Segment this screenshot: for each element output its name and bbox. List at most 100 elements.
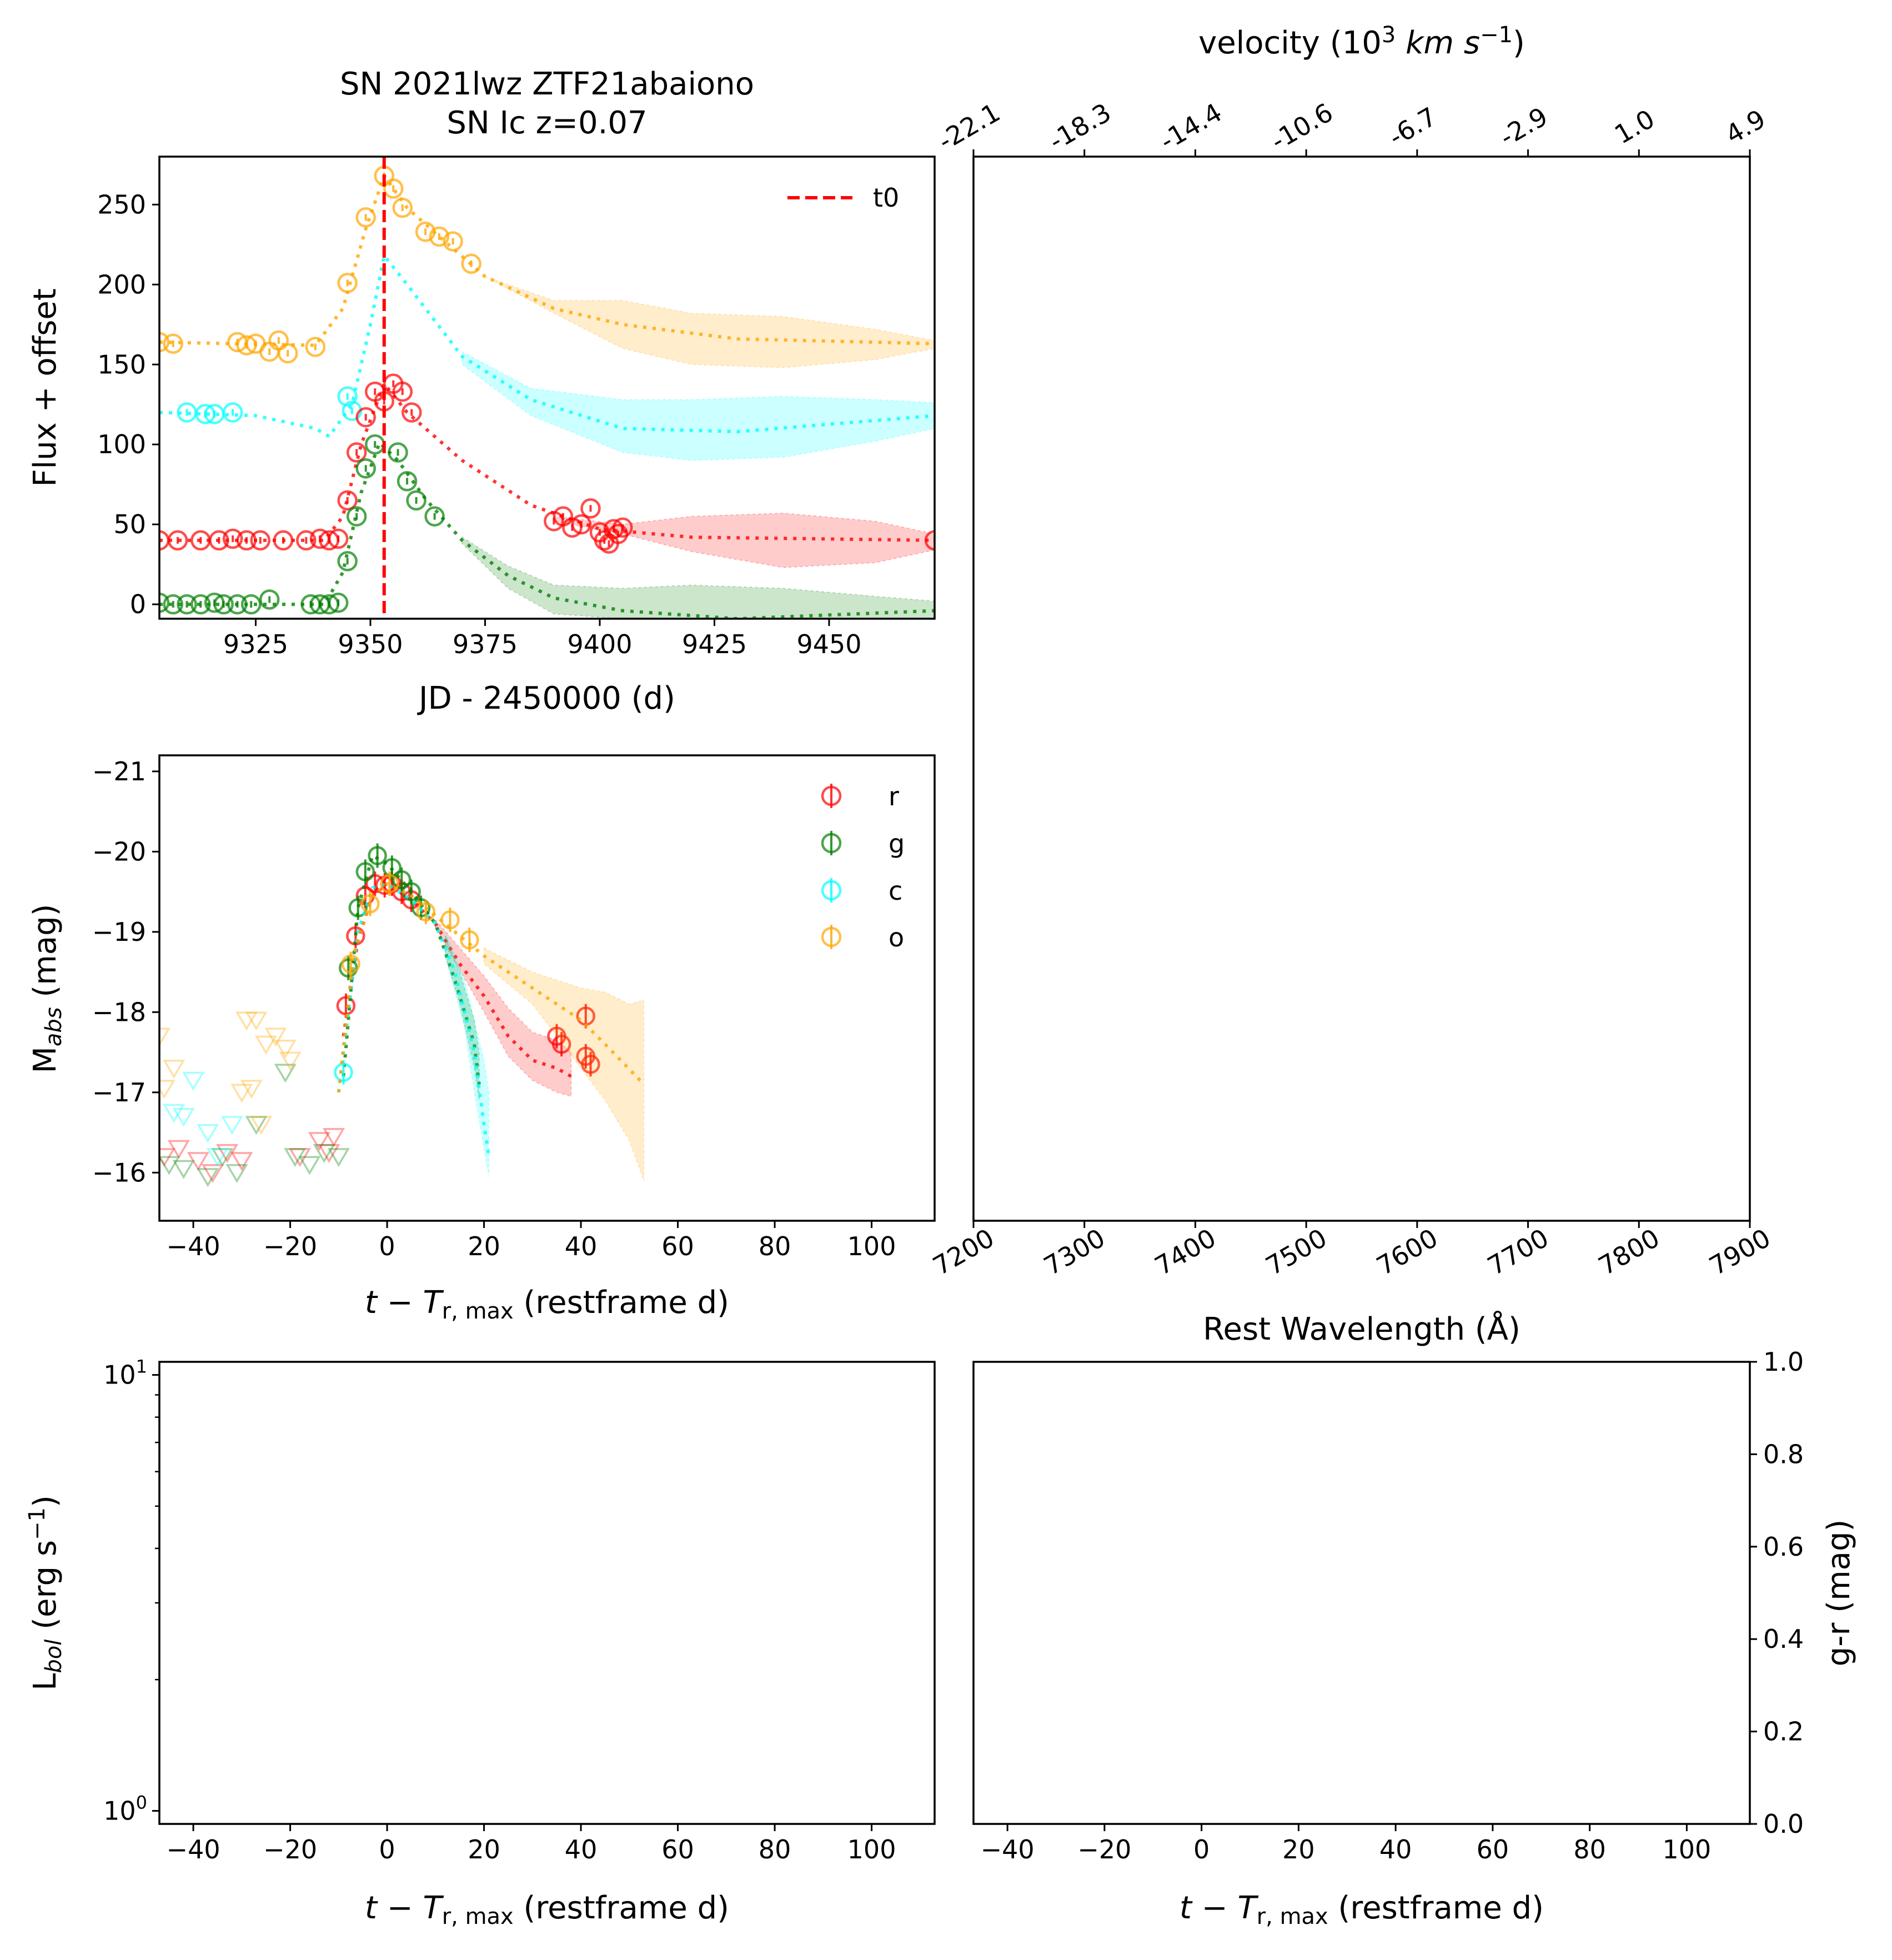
- velocity-tick-label: -22.1: [933, 97, 1005, 156]
- bolometric-xlabel: t − Tr, max (restframe d): [365, 1890, 729, 1929]
- spectrum-x-tick-label: 7400: [1150, 1222, 1221, 1281]
- absmag-point-g: [392, 870, 411, 890]
- label-part: r, max: [1257, 1904, 1328, 1929]
- bolometric-x-tick-label: 0: [379, 1834, 395, 1864]
- lightcurve-x-tick-label: 9425: [682, 629, 747, 659]
- upper-limit-triangle: [274, 1040, 297, 1059]
- lightcurve-point-g: [177, 594, 197, 615]
- velocity-label: velocity (103 km s−1): [1198, 22, 1525, 61]
- lightcurve-band-g: [461, 536, 935, 619]
- lightcurve-title-line1: SN 2021lwz ZTF21abaiono: [340, 66, 754, 102]
- label-part: (restframe d): [1328, 1890, 1544, 1926]
- color-x-tick-label: 100: [1663, 1834, 1712, 1864]
- lightcurve-x-tick-label: 9400: [567, 629, 632, 659]
- lightcurve-point-r: [236, 530, 257, 551]
- label-part: ): [27, 1495, 63, 1507]
- lightcurve-band-r: [553, 512, 935, 568]
- velocity-tick-label: -10.6: [1266, 97, 1338, 156]
- absmag-point-o: [341, 954, 360, 974]
- lightcurve-point-r: [222, 528, 243, 549]
- label-part: bol: [41, 1640, 67, 1673]
- absmag-model-c: [337, 881, 491, 1157]
- lightcurve-x-tick-label: 9350: [338, 629, 403, 659]
- absmag-xlabel: t − Tr, max (restframe d): [365, 1285, 729, 1324]
- lightcurve-point-c: [337, 386, 358, 407]
- upper-limit-triangle: [172, 1107, 195, 1127]
- upper-limit-triangle: [230, 1084, 253, 1103]
- lightcurve-point-r: [613, 517, 633, 538]
- upper-limit-triangle: [206, 1148, 229, 1167]
- upper-limit-triangle: [264, 1027, 287, 1047]
- upper-limit-triangle: [220, 1116, 243, 1135]
- bolometric-x-tick-label: 20: [468, 1834, 500, 1864]
- lightcurve-point-r: [209, 530, 229, 551]
- lightcurve-point-r: [402, 402, 422, 423]
- bolometric-x-tick-label: 100: [847, 1834, 896, 1864]
- label-part: r, max: [442, 1299, 514, 1324]
- color-x-tick-label: −20: [1077, 1834, 1131, 1864]
- lightcurve-point-g: [227, 594, 248, 615]
- lightcurve-point-g: [328, 592, 349, 613]
- absmag-band-o: [483, 947, 645, 1181]
- upper-limit-triangle: [313, 1144, 335, 1163]
- label-part: abs: [41, 1007, 67, 1046]
- upper-limit-triangle: [318, 1144, 340, 1163]
- lightcurve-point-r: [924, 530, 935, 551]
- lightcurve-point-r: [167, 530, 188, 551]
- bolometric-y-tick-label: 101: [103, 1356, 147, 1390]
- upper-limit-triangle: [274, 1064, 297, 1083]
- lightcurve-point-r: [571, 514, 592, 535]
- color-y-tick-label: 0.8: [1763, 1439, 1804, 1469]
- color-x-tick-label: 0: [1193, 1834, 1210, 1864]
- label-part: M: [27, 1046, 63, 1073]
- label-part: (erg s: [27, 1540, 63, 1640]
- lightcurve-point-r: [337, 490, 358, 511]
- lightcurve-point-c: [222, 402, 243, 423]
- lightcurve-point-r: [346, 442, 367, 463]
- absmag-x-tick-label: 60: [661, 1231, 694, 1261]
- lightcurve-point-o: [305, 337, 326, 357]
- upper-limit-triangle: [298, 1156, 321, 1175]
- upper-limit-triangle: [163, 1060, 185, 1079]
- lightcurve-xlabel: JD - 2450000 (d): [417, 680, 675, 716]
- absmag-y-tick-label: −20: [92, 836, 146, 866]
- bolometric-frame: [158, 1361, 936, 1825]
- absmag-point-o: [460, 930, 479, 950]
- lightcurve-y-tick-label: 0: [130, 589, 146, 619]
- bolometric-x-tick-label: 60: [661, 1834, 694, 1864]
- upper-limit-triangle: [182, 1071, 205, 1091]
- absmag-band-r: [435, 918, 572, 1097]
- lightcurve-band-c: [461, 350, 935, 462]
- label-part: 10: [103, 1360, 136, 1390]
- upper-limit-triangle: [167, 1140, 190, 1159]
- velocity-tick-label: -14.4: [1155, 97, 1227, 156]
- lightcurve-point-g: [159, 592, 170, 613]
- lightcurve-x-tick-label: 9325: [223, 629, 288, 659]
- bolometric-ylabel: Lbol (erg s−1): [24, 1495, 67, 1691]
- lightcurve-y-tick-label: 200: [97, 269, 146, 299]
- absmag-ylabel: Mabs (mag): [27, 904, 67, 1074]
- spectrum-x-tick-label: 7500: [1261, 1222, 1332, 1281]
- lightcurve-point-g: [424, 506, 445, 527]
- label-part: L: [27, 1673, 63, 1691]
- legend-label-g: g: [889, 829, 905, 859]
- upper-limit-triangle: [245, 1116, 268, 1135]
- velocity-tick-label: 1.0: [1609, 103, 1659, 149]
- color-frame: [972, 1361, 1751, 1825]
- lightcurve-point-o: [429, 226, 450, 247]
- bolometric-y-tick-label: 100: [103, 1792, 147, 1826]
- upper-limit-triangle: [323, 1127, 345, 1147]
- velocity-tick-label: -18.3: [1044, 97, 1116, 156]
- label-part: 3: [1382, 22, 1396, 48]
- upper-limit-triangle: [197, 1168, 219, 1187]
- color-y-tick-label: 0.6: [1763, 1532, 1804, 1562]
- absmag-x-tick-label: 80: [759, 1231, 791, 1261]
- color-x-tick-label: 80: [1573, 1834, 1606, 1864]
- upper-limit-triangle: [201, 1164, 224, 1184]
- lightcurve-point-o: [355, 207, 376, 228]
- absmag-point-r: [551, 1034, 571, 1054]
- lightcurve-ylabel: Flux + offset: [27, 288, 63, 487]
- label-part: 10: [103, 1796, 136, 1826]
- lightcurve-point-r: [250, 530, 270, 551]
- absmag-y-tick-label: −19: [92, 917, 146, 947]
